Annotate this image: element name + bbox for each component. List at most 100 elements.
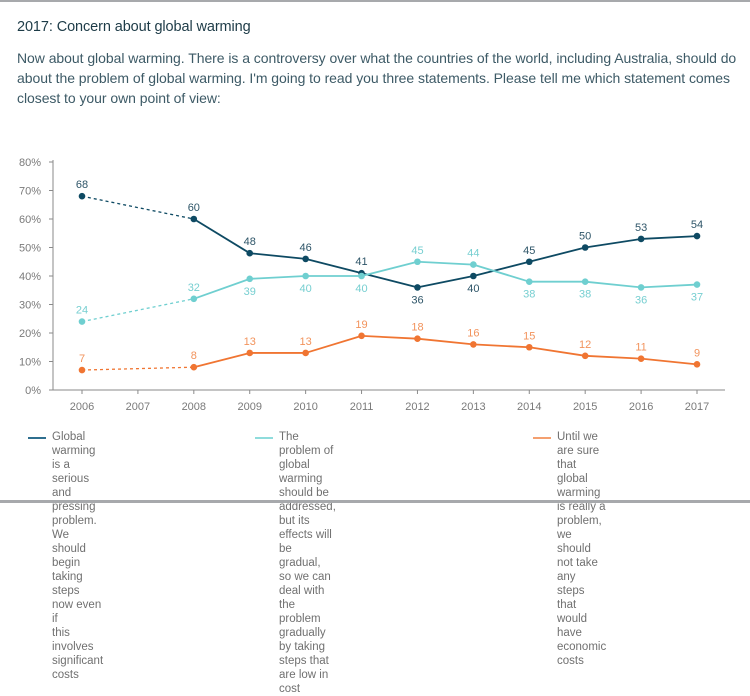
x-tick-label: 2014 [517, 401, 541, 413]
data-point [302, 272, 309, 280]
data-label: 45 [523, 245, 535, 257]
series-segment-dashed [81, 366, 194, 371]
series-segment [473, 260, 530, 277]
x-tick-label: 2012 [405, 401, 429, 413]
data-point [414, 258, 421, 266]
data-point [693, 281, 701, 288]
data-point [358, 272, 365, 280]
series-segment [585, 280, 642, 289]
data-point [470, 272, 477, 280]
x-tick-label: 2008 [182, 401, 206, 413]
line-chart: 0% 10% 20% 30% 40% 50% 60% 70% 80% 2006 2007 2008 20… [19, 157, 725, 413]
data-point [637, 284, 645, 291]
series-segment [361, 272, 418, 289]
series-segment-dashed [81, 298, 194, 323]
series-segment [640, 357, 698, 366]
data-label: 40 [467, 283, 479, 295]
top-border [0, 0, 750, 2]
data-point [302, 349, 309, 357]
data-label: 38 [579, 289, 591, 301]
data-label: 41 [355, 256, 367, 268]
series-0: 68 60 48 46 41 36 40 45 50 53 54 [76, 179, 703, 306]
data-label: 7 [79, 353, 85, 365]
data-point [693, 232, 701, 240]
series-segment [193, 352, 250, 369]
data-label: 53 [635, 222, 647, 234]
series-segment [417, 260, 474, 266]
data-point [470, 341, 477, 348]
x-tick-label: 2007 [126, 401, 150, 413]
x-tick-label: 2015 [573, 401, 597, 413]
data-point [525, 258, 533, 266]
x-tick-label: 2011 [350, 401, 374, 413]
y-tick-label: 0% [25, 385, 41, 397]
x-tick-label: 2016 [629, 401, 653, 413]
legend-text: Global warming is a serious and pressing… [52, 431, 104, 681]
data-point [525, 278, 533, 286]
series-segment [641, 283, 698, 289]
data-label: 48 [244, 236, 256, 248]
data-point [581, 244, 589, 251]
data-label: 36 [411, 294, 423, 306]
series-segment [193, 218, 251, 254]
series-segment [473, 343, 530, 349]
data-point [190, 295, 198, 303]
series-segment [361, 334, 418, 340]
data-label: 11 [635, 342, 646, 354]
data-point [581, 352, 589, 360]
data-point [78, 192, 86, 200]
data-point [358, 332, 365, 340]
series-segment [585, 354, 642, 360]
y-tick-label: 70% [19, 186, 41, 198]
data-label: 16 [467, 327, 479, 339]
legend-swatch [533, 437, 551, 439]
x-tick-label: 2009 [237, 401, 261, 413]
legend-swatch [28, 437, 46, 439]
series-2: 7 8 13 13 19 18 16 15 12 11 9 [78, 319, 701, 374]
y-tick-label: 50% [19, 243, 41, 255]
data-point [302, 255, 309, 263]
x-tick-label: 2010 [293, 401, 317, 413]
data-point [581, 278, 589, 286]
y-tick-label: 40% [19, 271, 41, 283]
data-point [414, 335, 421, 343]
data-point [78, 366, 86, 374]
data-label: 68 [76, 179, 88, 191]
data-label: 50 [579, 231, 591, 243]
data-label: 40 [355, 283, 367, 295]
data-label: 18 [411, 322, 423, 334]
data-point [246, 275, 254, 283]
data-label: 36 [635, 294, 647, 306]
data-label: 13 [244, 336, 256, 348]
y-tick-label: 30% [19, 300, 41, 312]
data-label: 60 [188, 202, 200, 214]
x-tick-label: 2013 [461, 401, 485, 413]
data-label: 54 [691, 219, 703, 231]
data-label: 32 [188, 282, 200, 294]
x-tick-label: 2017 [685, 401, 709, 413]
data-label: 19 [355, 319, 367, 331]
y-tick-label: 10% [19, 357, 41, 369]
series-segment [641, 235, 698, 240]
series-segment [193, 278, 251, 300]
data-point [525, 343, 533, 351]
data-label: 8 [191, 350, 197, 362]
series-segment-dashed [81, 195, 194, 220]
series-segment [361, 260, 418, 277]
axes: 0% 10% 20% 30% 40% 50% 60% 70% 80% 2006 2007 2008 20… [19, 157, 725, 413]
series-segment [249, 275, 306, 280]
survey-question: Now about global warming. There is a con… [17, 50, 737, 106]
series-segment [529, 246, 586, 263]
data-label: 9 [694, 347, 700, 359]
data-point [414, 284, 421, 291]
legend-text: Until we are sure that global warming is… [557, 431, 607, 667]
data-point [637, 355, 645, 362]
y-tick-label: 60% [19, 214, 41, 226]
data-label: 40 [300, 283, 312, 295]
data-point [470, 261, 477, 268]
series-segment [529, 346, 586, 357]
data-point [78, 318, 86, 325]
data-label: 44 [467, 248, 479, 260]
data-label: 37 [691, 292, 703, 304]
data-point [693, 361, 701, 368]
